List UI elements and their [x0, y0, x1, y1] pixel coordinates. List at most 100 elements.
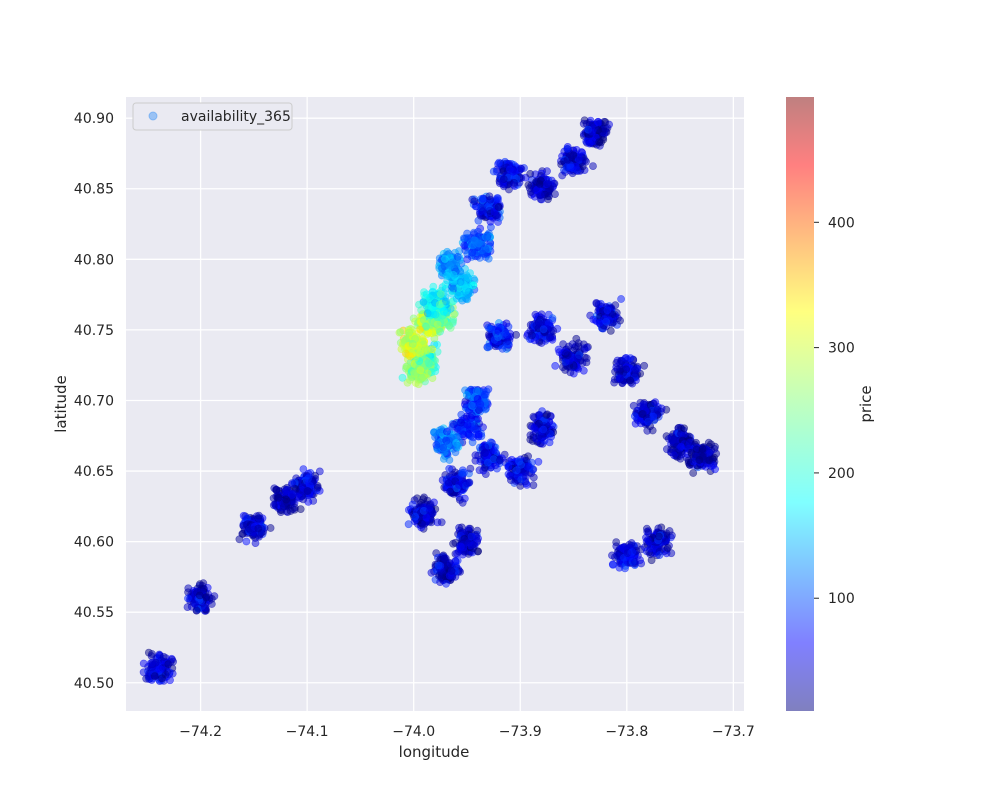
scatter-point	[411, 512, 420, 521]
scatter-point	[495, 179, 504, 187]
scatter-point	[468, 248, 477, 257]
scatter-point	[539, 425, 548, 434]
scatter-point	[616, 374, 624, 382]
scatter-point	[458, 296, 467, 305]
legend-label: availability_365	[181, 109, 291, 125]
scatter-point	[467, 401, 476, 410]
scatter-point	[440, 255, 449, 263]
colorbar-label: price	[857, 385, 875, 422]
colorbar-tick-label: 100	[828, 591, 855, 607]
x-tick-label: −73.7	[712, 724, 755, 740]
scatter-point	[454, 290, 463, 299]
scatter-point	[611, 301, 620, 310]
scatter-point	[582, 354, 591, 363]
scatter-point	[462, 271, 471, 280]
scatter-point	[266, 524, 275, 532]
scatter-point	[563, 144, 572, 153]
scatter-point	[601, 118, 610, 126]
scatter-point	[148, 659, 156, 667]
scatter-point	[428, 329, 437, 338]
scatter-point	[467, 532, 476, 541]
scatter-point	[462, 391, 471, 399]
scatter-point	[299, 495, 308, 504]
scatter-point	[483, 343, 492, 352]
scatter-point	[535, 180, 544, 188]
scatter-point	[269, 501, 278, 510]
scatter-point	[526, 169, 535, 178]
scatter-point	[402, 362, 411, 371]
scatter-point	[529, 473, 538, 482]
scatter-point	[577, 148, 586, 156]
scatter-point	[538, 433, 547, 442]
scatter-point	[551, 361, 560, 370]
scatter-point	[472, 387, 481, 395]
scatter-point	[460, 400, 469, 409]
colorbar-ticks: 100 200 300 400	[814, 215, 855, 607]
scatter-point	[431, 310, 440, 319]
scatter-point	[406, 352, 414, 361]
scatter-point	[631, 369, 639, 378]
scatter-point	[621, 354, 630, 363]
scatter-point	[147, 652, 156, 660]
scatter-point	[655, 532, 663, 541]
scatter-point	[474, 227, 482, 236]
scatter-point	[282, 495, 291, 504]
scatter-point	[575, 156, 584, 165]
scatter-point	[195, 580, 204, 589]
scatter-point	[478, 207, 487, 216]
scatter-point	[536, 191, 545, 200]
scatter-point	[517, 164, 526, 173]
scatter-point	[530, 423, 538, 432]
scatter-point	[643, 536, 652, 544]
scatter-point	[254, 524, 263, 533]
scatter-point	[597, 138, 605, 147]
scatter-point	[434, 571, 443, 580]
y-tick-labels: 40.50 40.55 40.60 40.65 40.70 40.75 40.80 40.85…	[74, 111, 114, 692]
x-tick-labels: −74.2 −74.1 −74.0 −73.9 −73.8 −73.7	[179, 724, 755, 740]
scatter-point	[453, 441, 462, 450]
scatter-point	[408, 339, 417, 348]
scatter-point	[463, 479, 471, 488]
scatter-point	[441, 448, 450, 456]
scatter-point	[529, 412, 538, 421]
scatter-point	[159, 652, 168, 661]
scatter-point	[433, 320, 442, 329]
scatter-point	[466, 464, 475, 473]
scatter-point	[506, 471, 515, 480]
scatter-point	[589, 162, 597, 170]
scatter-point	[485, 192, 494, 201]
scatter-point	[483, 233, 492, 242]
scatter-point	[563, 155, 572, 164]
scatter-point	[446, 487, 454, 496]
scatter-point	[422, 513, 431, 522]
scatter-point	[254, 514, 263, 523]
scatter-point	[677, 442, 685, 451]
scatter-point	[711, 442, 719, 451]
scatter-point	[588, 127, 597, 136]
scatter-point	[396, 328, 405, 336]
scatter-point	[462, 286, 470, 295]
scatter-point	[695, 456, 704, 464]
scatter-point	[705, 456, 714, 465]
scatter-point	[449, 270, 458, 279]
scatter-point	[529, 481, 538, 490]
scatter-point	[422, 290, 431, 299]
scatter-point	[435, 300, 444, 309]
scatter-point	[443, 247, 452, 256]
scatter-point	[405, 328, 413, 337]
scatter-point	[616, 316, 624, 325]
scatter-point	[457, 418, 465, 427]
scatter-point	[449, 284, 458, 293]
scatter-point	[474, 239, 483, 248]
scatter-point	[493, 213, 501, 221]
x-tick-label: −74.0	[392, 724, 435, 740]
scatter-point	[455, 480, 463, 489]
scatter-point	[195, 591, 204, 600]
scatter-point	[276, 508, 285, 516]
scatter-point	[608, 551, 616, 560]
scatter-point	[646, 544, 655, 553]
scatter-point	[419, 495, 428, 503]
scatter-point	[303, 487, 311, 495]
scatter-point	[684, 456, 693, 465]
